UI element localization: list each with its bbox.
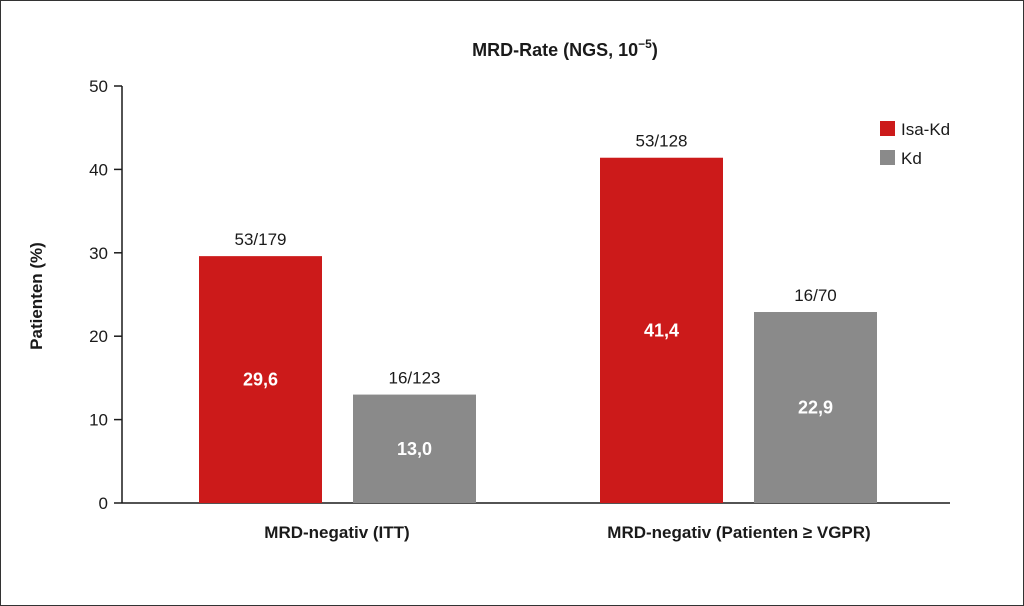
bar-value-label: 13,0	[397, 439, 432, 459]
bar-isa-kd	[199, 256, 322, 503]
bar-count-label: 53/179	[235, 230, 287, 249]
bar-value-label: 22,9	[798, 398, 833, 418]
bar-kd	[754, 312, 877, 503]
bar-value-label: 29,6	[243, 370, 278, 390]
y-tick-label: 0	[99, 494, 108, 513]
x-category-label: MRD-negativ (ITT)	[264, 523, 409, 542]
y-tick-label: 30	[89, 244, 108, 263]
bar-isa-kd	[600, 157, 723, 503]
bar-count-label: 16/123	[389, 369, 441, 388]
x-category-label: MRD-negativ (Patienten ≥ VGPR)	[607, 523, 870, 542]
legend-swatch	[880, 121, 895, 136]
legend-label: Isa-Kd	[901, 120, 950, 139]
y-axis-label: Patienten (%)	[27, 242, 46, 350]
y-tick-label: 50	[89, 77, 108, 96]
bar-count-label: 53/128	[636, 132, 688, 151]
y-tick-label: 10	[89, 411, 108, 430]
legend-label: Kd	[901, 149, 922, 168]
bar-count-label: 16/70	[794, 286, 837, 305]
y-axis-ticks: 0 10 20 30 40 50	[89, 77, 122, 513]
y-tick-label: 40	[89, 160, 108, 179]
legend: Isa-Kd Kd	[880, 120, 950, 168]
chart-title: MRD-Rate (NGS, 10−5)	[472, 37, 658, 60]
category-labels: MRD-negativ (ITT) MRD-negativ (Patienten …	[264, 523, 870, 542]
legend-swatch	[880, 150, 895, 165]
y-tick-label: 20	[89, 327, 108, 346]
bar-group: 53/179 29,6 53/128 41,4 16/123 13,0 16/70 22,9	[199, 132, 877, 503]
bar-kd	[353, 394, 476, 503]
bar-value-label: 41,4	[644, 320, 679, 340]
